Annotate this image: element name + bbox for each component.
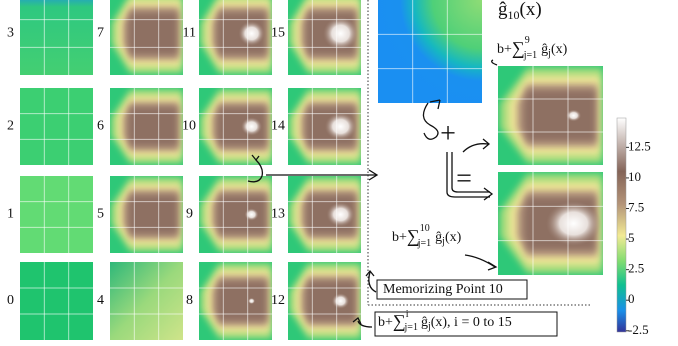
heatmap (498, 172, 603, 275)
heatmap (20, 0, 93, 75)
panel-label: 8 (186, 293, 193, 308)
heatmap-level (523, 89, 596, 142)
sum-i-label: b+∑i j=1 ĝj(x), i = 0 to 15 (378, 309, 512, 333)
panel-label: 13 (271, 207, 285, 222)
heatmap-base (20, 262, 93, 340)
sum9-label: b+∑9 j=1 ĝj(x) (497, 35, 568, 61)
heatmap-level (127, 106, 178, 147)
heatmap-peak (326, 202, 355, 227)
heatmap-level (216, 280, 267, 322)
colorbar: -2.5 0 2.5 5 7.5 10 12.5 (616, 117, 651, 337)
panel-label: 4 (97, 293, 104, 308)
panel-label: 14 (271, 119, 285, 134)
heatmap-peak (566, 109, 582, 122)
arrows (247, 59, 498, 328)
heatmap (199, 262, 272, 340)
heatmap (288, 88, 361, 165)
panel-label: 15 (271, 26, 285, 41)
panel-label: 2 (7, 119, 14, 134)
heatmap (199, 88, 272, 165)
panel-label: 1 (7, 207, 14, 222)
heatmap (378, 0, 482, 103)
heatmap-base (20, 176, 93, 253)
panel-label: 3 (7, 26, 14, 41)
sum10-label: b+∑10 j=1 ĝj(x) (392, 223, 462, 249)
panel-label: 9 (186, 207, 193, 222)
heatmap-level (127, 11, 178, 56)
heatmap-peak (238, 21, 265, 46)
heatmap (199, 176, 272, 253)
colorbar-tick-label: 7.5 (628, 199, 644, 214)
heatmap-peak (248, 297, 256, 305)
panel-label: 12 (271, 293, 285, 308)
panel-label: 10 (182, 119, 196, 134)
heatmap-peak (545, 200, 602, 247)
colorbar-tick-label: 12.5 (628, 138, 651, 153)
colorbar-tick-label: 2.5 (628, 261, 644, 276)
colorbar-scale (616, 117, 627, 333)
panel-label: 7 (97, 26, 104, 41)
heatmap (110, 0, 183, 75)
heatmap-level (305, 280, 356, 322)
plus-sign: + (440, 118, 456, 149)
heatmap (288, 0, 361, 75)
heatmap (199, 0, 272, 75)
heatmap-peak (324, 112, 357, 141)
heatmap-peak (331, 293, 350, 309)
sum-box (374, 311, 558, 337)
heatmap (20, 176, 93, 253)
memo-box (376, 279, 528, 300)
panel-label: 5 (97, 207, 104, 222)
heatmap-base (20, 0, 93, 75)
heatmap (110, 176, 183, 253)
colorbar-tick-label: 10 (628, 169, 641, 184)
colorbar-tick-label: 0 (628, 291, 635, 306)
heatmap-peak (244, 208, 259, 221)
g10-label: ĝ10(x) (498, 0, 542, 22)
heatmap-level (216, 194, 267, 235)
memo-label: Memorizing Point 10 (383, 282, 503, 297)
heatmap-peak (323, 16, 359, 51)
heatmap (498, 66, 603, 165)
heatmap-base (378, 0, 482, 103)
heatmap-level (127, 194, 178, 235)
heatmap-peak (241, 117, 263, 136)
heatmap (288, 262, 361, 340)
heatmap-base (20, 88, 93, 165)
panel-label: 6 (97, 119, 104, 134)
panel-label: 0 (7, 293, 14, 308)
heatmap (20, 88, 93, 165)
colorbar-tick-label: -2.5 (628, 322, 649, 337)
heatmap (20, 262, 93, 340)
heatmap (288, 176, 361, 253)
colorbar-tick-label: 5 (628, 230, 635, 245)
heatmap (110, 88, 183, 165)
heatmap-base (110, 262, 183, 340)
heatmap (110, 262, 183, 340)
equals-sign: = (456, 163, 472, 194)
panel-label: 11 (183, 26, 196, 41)
